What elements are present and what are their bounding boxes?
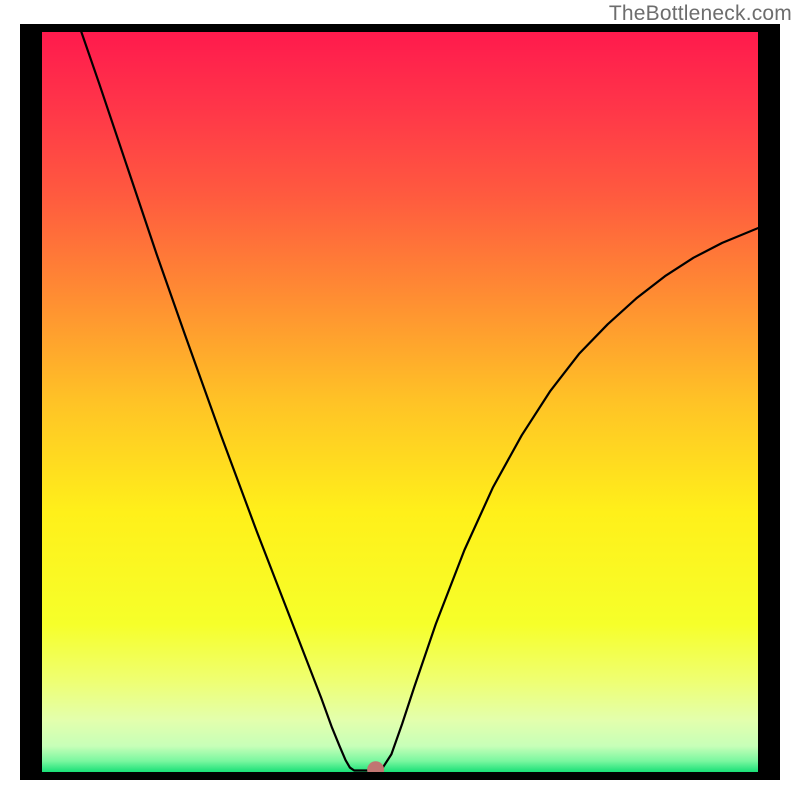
axis-border-bottom (20, 772, 780, 780)
gradient-background (42, 32, 758, 772)
axis-border-left (20, 24, 42, 780)
chart-canvas (0, 0, 800, 800)
axis-border-right (758, 24, 780, 780)
watermark-text: TheBottleneck.com (609, 2, 792, 26)
bottleneck-chart: TheBottleneck.com (0, 0, 800, 800)
